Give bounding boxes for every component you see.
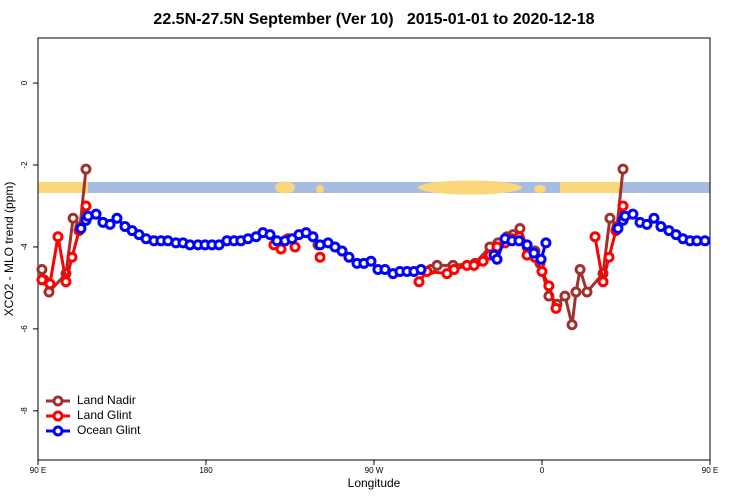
- legend-marker: [52, 425, 64, 437]
- legend-label: Land Nadir: [77, 393, 136, 407]
- data-point: [570, 286, 582, 298]
- data-point: [80, 163, 92, 175]
- legend-marker: [52, 410, 64, 422]
- data-point: [543, 280, 555, 292]
- y-tick-label: -4: [20, 243, 29, 251]
- data-point: [581, 286, 593, 298]
- x-tick-label: 90 E: [30, 466, 46, 475]
- y-tick-label: 0: [20, 80, 29, 85]
- data-point: [67, 212, 79, 224]
- data-point: [365, 255, 377, 267]
- data-point: [448, 263, 460, 275]
- data-point: [550, 302, 562, 314]
- data-point: [603, 251, 615, 263]
- x-tick-label: 0: [540, 466, 545, 475]
- data-point: [559, 290, 571, 302]
- x-tick-label: 90 E: [702, 466, 718, 475]
- legend-marker: [52, 395, 64, 407]
- data-point: [431, 259, 443, 271]
- data-point: [36, 263, 48, 275]
- data-point: [617, 200, 629, 212]
- data-point: [477, 255, 489, 267]
- data-point: [80, 200, 92, 212]
- data-point: [60, 276, 72, 288]
- y-tick-label: -8: [20, 407, 29, 415]
- legend-label: Ocean Glint: [77, 423, 141, 437]
- data-point: [343, 251, 355, 263]
- data-point: [52, 231, 64, 243]
- data-point: [75, 223, 87, 235]
- data-point: [413, 276, 425, 288]
- data-point: [336, 245, 348, 257]
- data-point: [589, 231, 601, 243]
- data-point: [491, 253, 503, 265]
- data-point: [66, 251, 78, 263]
- data-point: [641, 218, 653, 230]
- data-point: [699, 235, 711, 247]
- data-point: [213, 239, 225, 251]
- data-point: [379, 263, 391, 275]
- data-point: [604, 212, 616, 224]
- data-point: [415, 263, 427, 275]
- data-point: [617, 163, 629, 175]
- data-point: [627, 208, 639, 220]
- data-point: [104, 218, 116, 230]
- data-point: [307, 231, 319, 243]
- data-point: [655, 220, 667, 232]
- x-tick-label: 90 W: [365, 466, 384, 475]
- legend-label: Land Glint: [77, 408, 132, 422]
- data-point: [528, 247, 540, 259]
- map-strip: [38, 180, 710, 195]
- plot-frame: [37, 37, 711, 461]
- chart-title: 22.5N-27.5N September (Ver 10) 2015-01-0…: [153, 11, 594, 28]
- data-point: [536, 266, 548, 278]
- data-point: [566, 319, 578, 331]
- data-point: [574, 263, 586, 275]
- data-point: [612, 223, 624, 235]
- data-point: [111, 212, 123, 224]
- data-point: [648, 212, 660, 224]
- data-point: [264, 229, 276, 241]
- data-point: [90, 208, 102, 220]
- data-point: [513, 235, 525, 247]
- x-axis-label: Longitude: [348, 476, 401, 490]
- data-point: [521, 239, 533, 251]
- y-tick-label: -2: [20, 161, 29, 169]
- data-point: [535, 253, 547, 265]
- data-point: [597, 276, 609, 288]
- data-point: [540, 237, 552, 249]
- data-point: [36, 274, 48, 286]
- data-point: [314, 251, 326, 263]
- x-tick-label: 180: [199, 466, 213, 475]
- y-tick-label: -6: [20, 325, 29, 333]
- y-axis-label: XCO2 - MLO trend (ppm): [2, 182, 16, 317]
- data-point: [275, 243, 287, 255]
- data-point: [44, 278, 56, 290]
- data-point: [468, 259, 480, 271]
